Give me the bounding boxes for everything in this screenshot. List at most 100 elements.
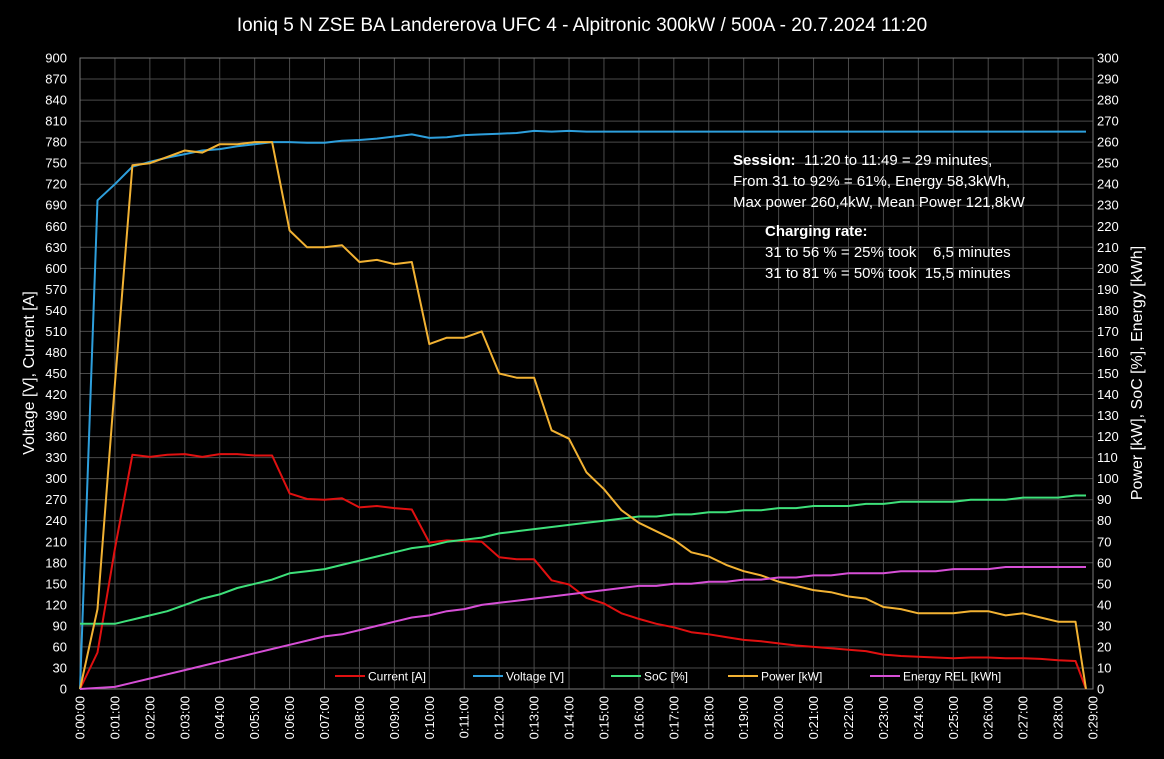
- y-right-tick-label: 110: [1097, 450, 1118, 465]
- charging-rate-line-1: 31 to 56 % = 25% took 6,5 minutes: [765, 244, 1011, 261]
- grid-lines: [79, 57, 1094, 690]
- y-right-tick-label: 220: [1097, 219, 1119, 234]
- y-left-tick-label: 420: [45, 387, 67, 402]
- y-right-tick-label: 50: [1097, 576, 1111, 591]
- y-right-tick-label: 230: [1097, 198, 1119, 213]
- y-left-tick-label: 810: [45, 114, 67, 129]
- y-right-tick-label: 180: [1097, 303, 1119, 318]
- x-tick-labels: 0:00:00 0:01:00 0:02:00 0:03:00 0:04:00 0:05:…: [73, 696, 1101, 739]
- y-left-tick-label: 750: [45, 156, 67, 171]
- y-right-tick-label: 210: [1097, 240, 1119, 255]
- y-left-tick-label: 210: [45, 534, 67, 549]
- x-tick-label: 0:27:00: [1016, 696, 1031, 739]
- charging-rate-line-2: 31 to 81 % = 50% took 15,5 minutes: [765, 265, 1011, 282]
- x-tick-label: 0:02:00: [142, 696, 157, 739]
- x-tick-label: 0:22:00: [841, 696, 856, 739]
- y-right-tick-label: 40: [1097, 597, 1111, 612]
- x-tick-label: 0:21:00: [806, 696, 821, 739]
- x-tick-label: 0:23:00: [876, 696, 891, 739]
- y-left-tick-label: 510: [45, 324, 67, 339]
- y-right-tick-label: 20: [1097, 639, 1111, 654]
- y-right-tick-label: 260: [1097, 135, 1119, 150]
- y-left-tick-label: 390: [45, 408, 67, 423]
- x-tick-label: 0:14:00: [562, 696, 577, 739]
- y-left-tick-label: 540: [45, 303, 67, 318]
- x-tick-label: 0:06:00: [282, 696, 297, 739]
- legend-label-power-kw: Power [kW]: [761, 670, 822, 684]
- x-tick-label: 0:18:00: [701, 696, 716, 739]
- x-tick-label: 0:12:00: [492, 696, 507, 739]
- y-axis-right-label: Power [kW], SoC [%], Energy [kWh]: [1129, 246, 1146, 500]
- y-right-tick-label: 250: [1097, 156, 1119, 171]
- x-tick-label: 0:09:00: [387, 696, 402, 739]
- y-left-tick-label: 330: [45, 450, 67, 465]
- x-tick-label: 0:28:00: [1051, 696, 1066, 739]
- series-line-soc: [80, 494, 1086, 625]
- y-right-tick-label: 30: [1097, 618, 1111, 633]
- x-tick-label: 0:17:00: [666, 696, 681, 739]
- y-left-tick-label: 360: [45, 429, 67, 444]
- x-tick-label: 0:11:00: [457, 696, 472, 738]
- x-tick-label: 0:26:00: [981, 696, 996, 739]
- x-tick-label: 0:03:00: [177, 696, 192, 739]
- charging-rate-label: Charging rate:: [765, 223, 868, 240]
- x-tick-label: 0:16:00: [631, 696, 646, 739]
- y-left-tick-label: 300: [45, 471, 67, 486]
- x-tick-label: 0:20:00: [771, 696, 786, 739]
- x-tick-label: 0:07:00: [317, 696, 332, 739]
- x-tick-label: 0:08:00: [352, 696, 367, 739]
- y-left-tick-label: 0: [60, 682, 67, 697]
- y-axis-left-label: Voltage [V], Current [A]: [21, 291, 38, 455]
- y-left-tick-label: 870: [45, 72, 67, 87]
- y-left-tick-label: 180: [45, 555, 67, 570]
- y-left-tick-label: 150: [45, 576, 67, 591]
- y-right-tick-label: 240: [1097, 177, 1119, 192]
- series-line-energy-rel-kwh: [79, 566, 1086, 690]
- legend-label-energy-rel-kwh: Energy REL [kWh]: [903, 670, 1001, 684]
- y-right-tick-label: 70: [1097, 534, 1111, 549]
- x-tick-label: 0:19:00: [736, 696, 751, 739]
- session-line-2: From 31 to 92% = 61%, Energy 58,3kWh,: [733, 173, 1010, 190]
- x-tick-label: 0:10:00: [422, 696, 437, 739]
- session-label: Session:: [733, 152, 796, 169]
- y-right-tick-label: 140: [1097, 387, 1119, 402]
- session-line-1: 11:20 to 11:49 = 29 minutes,: [804, 152, 992, 169]
- y-right-tick-label: 60: [1097, 555, 1111, 570]
- series-lines: [79, 129, 1087, 690]
- plot-area-border: [79, 57, 1094, 690]
- y-right-tick-label: 190: [1097, 282, 1119, 297]
- y-right-tick-label: 100: [1097, 471, 1119, 486]
- y-left-tick-label: 780: [45, 135, 67, 150]
- y-left-tick-label: 570: [45, 282, 67, 297]
- y-left-tick-label: 30: [53, 660, 67, 675]
- y-left-tick-label: 840: [45, 93, 67, 108]
- y-right-tick-label: 290: [1097, 72, 1119, 87]
- y-right-tick-label: 90: [1097, 492, 1111, 507]
- y-left-tick-label: 240: [45, 513, 67, 528]
- session-line-3: Max power 260,4kW, Mean Power 121,8kW: [733, 194, 1026, 211]
- y-right-tick-label: 280: [1097, 93, 1119, 108]
- y-left-tick-label: 480: [45, 345, 67, 360]
- y-right-tick-label: 130: [1097, 408, 1119, 423]
- y-left-tick-label: 690: [45, 198, 67, 213]
- legend-label-soc: SoC [%]: [644, 670, 688, 684]
- legend-label-current-a: Current [A]: [368, 670, 426, 684]
- y-left-tick-labels: 0 30 60 90 120 150 180 210 240 270 300 330 360 390 420…: [45, 51, 67, 697]
- x-tick-label: 0:04:00: [212, 696, 227, 739]
- y-right-tick-label: 10: [1097, 660, 1111, 675]
- x-tick-label: 0:00:00: [73, 696, 88, 739]
- series-line-current-a: [79, 453, 1087, 690]
- series-line-power-kw: [79, 141, 1087, 690]
- x-tick-label: 0:24:00: [911, 696, 926, 739]
- x-tick-label: 0:25:00: [946, 696, 961, 739]
- y-left-tick-label: 60: [53, 639, 67, 654]
- chart-title: Ioniq 5 N ZSE BA Landererova UFC 4 - Alp…: [237, 15, 927, 36]
- session-annotation: Session: 11:20 to 11:49 = 29 minutes, Fr…: [733, 152, 1026, 282]
- y-right-tick-label: 80: [1097, 513, 1111, 528]
- y-right-tick-label: 300: [1097, 51, 1119, 66]
- x-tick-label: 0:29:00: [1086, 696, 1101, 739]
- x-tick-label: 0:13:00: [527, 696, 542, 739]
- y-right-tick-label: 150: [1097, 366, 1119, 381]
- y-right-tick-labels: 0 10 20 30 40 50 60 70 80 90 100 110 120 130 140 150 160…: [1097, 51, 1119, 697]
